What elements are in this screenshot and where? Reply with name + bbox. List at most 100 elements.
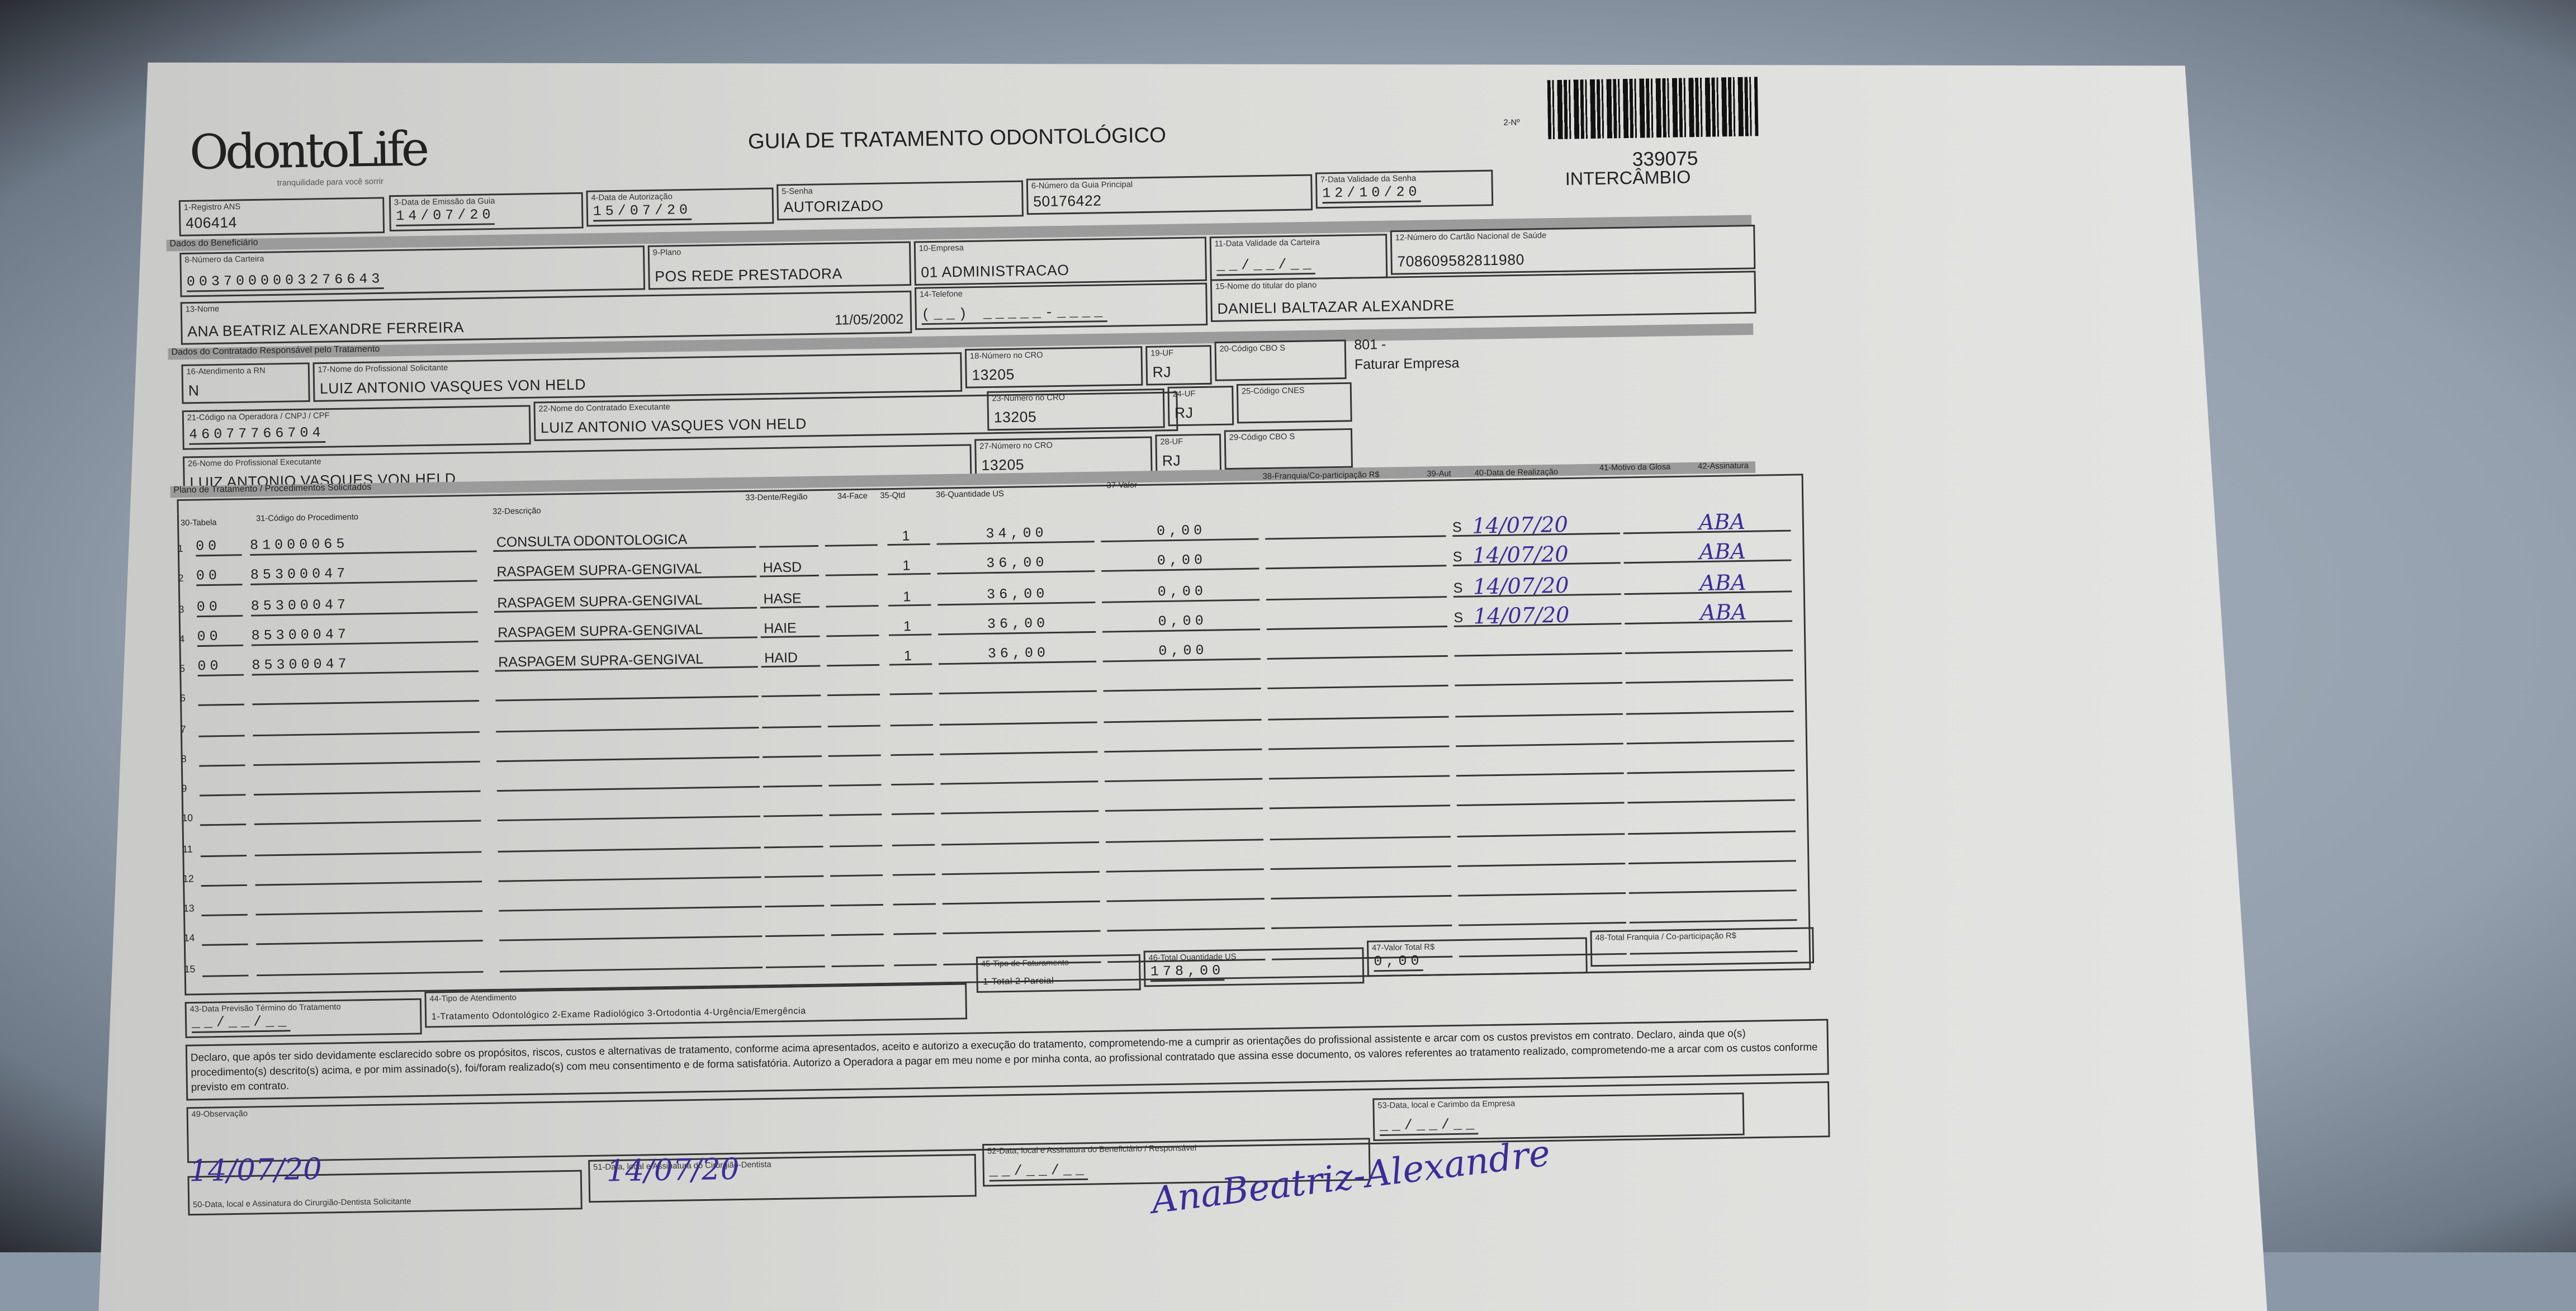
field-previsao[interactable]: 43-Data Previsão Término do Tratamento__… (185, 998, 422, 1038)
cell-underline (828, 752, 881, 756)
cell-underline (765, 903, 824, 908)
field-validade-carteira[interactable]: 11-Data Validade da Carteira__/__/__ (1210, 234, 1388, 281)
sig-solicitante[interactable]: 50-Data, local e Assinatura do Cirurgião… (187, 1170, 582, 1216)
note-faturar: Faturar Empresa (1355, 354, 1460, 372)
value: 708609582811980 (1397, 252, 1524, 270)
field-valor-total[interactable]: 47-Valor Total R$0,00 (1367, 937, 1588, 977)
row-number: 11 (182, 845, 193, 855)
cell-underline (1701, 648, 1793, 652)
column-header: 34-Face (837, 492, 868, 502)
cell-underline (1477, 831, 1625, 836)
cell-underline (1623, 529, 1699, 534)
cell-underline (1455, 713, 1475, 716)
handwritten-date: 14/07/20 (606, 1153, 740, 1189)
cell-underline (1705, 918, 1797, 922)
field-cbo20[interactable]: 20-Código CBO S (1214, 340, 1346, 381)
field-cbo29[interactable]: 29-Código CBO S (1224, 428, 1353, 470)
cell-underline (1104, 687, 1261, 692)
cell-underline (830, 872, 883, 876)
cell-underline (1474, 651, 1622, 656)
label: 19-UF (1150, 349, 1173, 359)
quantidade-us: 36,00 (987, 585, 1049, 602)
column-header: 36-Quantidade US (936, 490, 1004, 501)
label: 29-Código CBO S (1229, 433, 1295, 443)
cell-underline (200, 792, 245, 796)
label: 20-Código CBO S (1219, 344, 1285, 354)
cell-underline (1628, 859, 1704, 864)
row-number: 9 (181, 785, 187, 795)
birth-date: 11/05/2002 (835, 310, 904, 328)
field-franquia-total[interactable]: 48-Total Franquia / Co-participação R$ (1590, 927, 1814, 967)
cell-underline (1106, 896, 1264, 902)
field-titular[interactable]: 15-Nome do titular do plano DANIELI BALTA… (1210, 271, 1756, 322)
cell-underline (828, 722, 880, 726)
descricao: RASPAGEM SUPRA-GENGIVAL (498, 650, 703, 670)
cell-underline (763, 753, 822, 758)
label: 1-Registro ANS (184, 202, 241, 213)
dental-treatment-form: OdontoLife tranquilidade para você sorri… (164, 89, 1825, 1249)
field-cnes[interactable]: 25-Código CNES (1237, 382, 1352, 424)
cell-underline (830, 843, 882, 846)
cell-underline (759, 543, 818, 548)
stamp-empresa[interactable]: 53-Data, local e Carimbo da Empresa__/__… (1372, 1092, 1744, 1141)
value: POS REDE PRESTADORA (655, 266, 842, 285)
cell-underline (1478, 891, 1626, 896)
label: 8-Número da Carteira (184, 255, 264, 266)
aut: S (1453, 548, 1462, 565)
cell-underline (891, 751, 933, 755)
quantidade-us: 34,00 (986, 525, 1048, 542)
data-realizacao: 14/07/20 (1473, 574, 1569, 600)
row-number: 2 (178, 575, 184, 585)
field-telefone[interactable]: 14-Telefone(__) _____-____ (915, 283, 1208, 330)
descricao: RASPAGEM SUPRA-GENGIVAL (497, 590, 702, 610)
page-title: GUIA DE TRATAMENTO ODONTOLÓGICO (748, 122, 1167, 154)
sig-dentista[interactable]: 51-Data, local e Assinatura do Cirurgião… (588, 1154, 977, 1203)
label: 15-Nome do titular do plano (1215, 281, 1317, 292)
qtd: 1 (904, 647, 912, 664)
aut: S (1453, 608, 1463, 625)
data-realizacao: 14/07/20 (1472, 543, 1569, 570)
cell-underline (1475, 741, 1623, 746)
assinatura: ABA (1698, 511, 1745, 536)
tabela: 00 (196, 568, 221, 585)
cell-underline (1625, 619, 1700, 624)
cell-underline (1701, 678, 1793, 683)
label: 21-Código na Operadora / CNPJ / CPF (187, 411, 330, 424)
label: 44-Tipo de Atendimento (429, 993, 517, 1005)
codigo: 85300047 (252, 656, 351, 674)
descricao: CONSULTA ODONTOLOGICA (496, 531, 688, 550)
column-header: 42-Assinatura (1698, 461, 1749, 472)
cell-underline (890, 722, 932, 726)
value: DANIELI BALTAZAR ALEXANDRE (1217, 297, 1455, 317)
cell-underline (831, 962, 884, 966)
value: __/__/__ (1380, 1116, 1479, 1136)
cell-underline (199, 763, 245, 766)
cell-underline (1628, 830, 1703, 834)
qtd: 1 (902, 527, 910, 544)
label: 6-Número da Guia Principal (1031, 181, 1133, 192)
cell-underline (201, 853, 247, 856)
qtd: 1 (902, 557, 910, 574)
